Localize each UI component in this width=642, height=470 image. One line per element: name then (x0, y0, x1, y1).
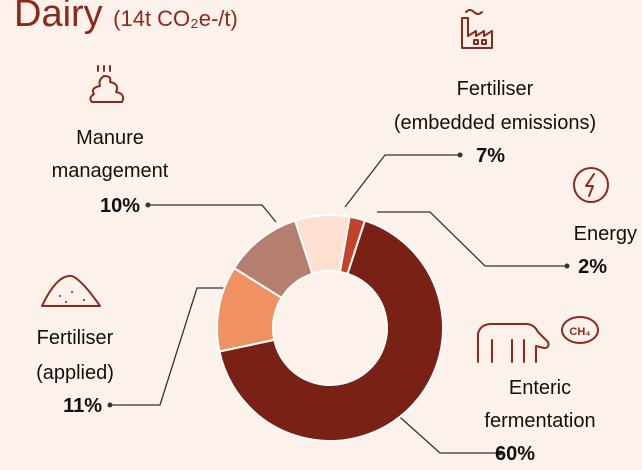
leader-line (110, 287, 225, 406)
chart-subtitle: (14t CO₂e-/t) (113, 6, 238, 31)
value-label: 2% (578, 256, 607, 278)
category-label: Energy (574, 223, 637, 245)
cow-icon: CH₄ (477, 316, 599, 363)
fertiliser-icon (41, 274, 101, 307)
donut-segment (218, 219, 444, 442)
dot (564, 263, 570, 269)
category-label: Manure (76, 127, 144, 149)
svg-text:CH₄: CH₄ (569, 326, 590, 338)
donut-segment (293, 214, 351, 276)
chart-title-group: Dairy (14t CO₂e-/t) (14, 0, 238, 35)
leader-line (148, 204, 277, 223)
category-label: Fertiliser (457, 78, 534, 100)
value-label: 11% (63, 395, 102, 417)
dot (457, 152, 463, 158)
leader-line (391, 409, 500, 454)
category-label: (applied) (36, 362, 114, 384)
dot (107, 402, 113, 408)
category-label: fermentation (484, 410, 595, 432)
value-label: 10% (100, 195, 140, 217)
dot (145, 202, 151, 208)
manure-icon (89, 65, 125, 103)
leader-line (344, 154, 460, 208)
dot (497, 450, 503, 456)
chart-title: Dairy (14, 0, 103, 35)
category-label: (embedded emissions) (394, 112, 596, 134)
value-label: 60% (495, 443, 535, 465)
factory-icon (461, 9, 493, 49)
leader-dots (107, 152, 570, 456)
category-label: Fertiliser (37, 327, 114, 349)
category-label: management (52, 160, 169, 182)
category-label: Enteric (509, 377, 571, 399)
value-label: 7% (476, 145, 505, 167)
leader-line (377, 211, 567, 267)
energy-icon (573, 167, 609, 203)
